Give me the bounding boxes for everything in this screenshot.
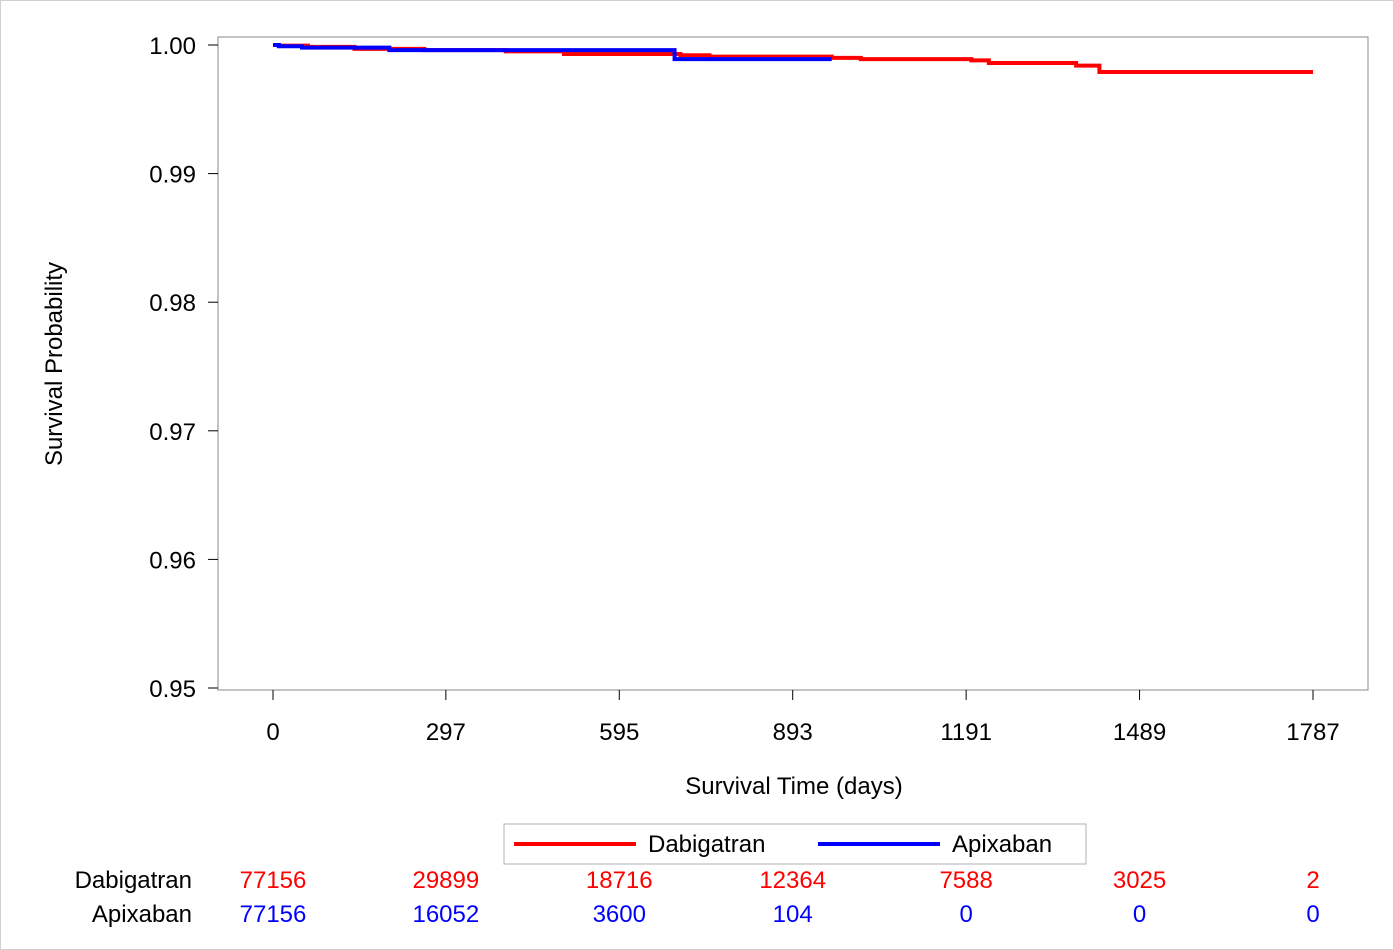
series-layer <box>273 43 1313 75</box>
x-tick-label: 297 <box>426 719 466 746</box>
risk-cell: 0 <box>1133 901 1146 928</box>
y-axis: 0.95 0.96 0.97 0.98 0.99 1.00 <box>149 33 218 703</box>
x-tick-label: 1191 <box>940 719 992 746</box>
risk-cell: 3600 <box>593 901 646 928</box>
risk-cell: 104 <box>773 901 813 928</box>
x-axis: 0 297 595 893 1191 1489 1787 <box>266 690 1340 746</box>
legend-label-apixaban: Apixaban <box>952 831 1052 858</box>
x-tick-label: 1787 <box>1286 719 1339 746</box>
risk-cell: 2 <box>1306 867 1319 894</box>
y-tick-label: 0.98 <box>149 290 196 317</box>
risk-cell: 77156 <box>240 901 307 928</box>
x-tick-label: 1489 <box>1113 719 1166 746</box>
risk-cell: 3025 <box>1113 867 1166 894</box>
y-tick-label: 0.99 <box>149 162 196 189</box>
risk-cell: 12364 <box>759 867 826 894</box>
legend: Dabigatran Apixaban <box>503 823 1087 865</box>
x-tick-label: 595 <box>599 719 639 746</box>
y-axis-label: Survival Probability <box>41 262 68 466</box>
risk-cell: 18716 <box>586 867 653 894</box>
risk-cell: 0 <box>959 901 972 928</box>
legend-label-dabigatran: Dabigatran <box>648 831 765 858</box>
risk-row-label: Dabigatran <box>75 867 192 894</box>
risk-cell: 29899 <box>412 867 479 894</box>
risk-row-label: Apixaban <box>92 901 192 928</box>
y-tick-label: 0.96 <box>149 547 196 574</box>
x-tick-label: 0 <box>266 719 279 746</box>
series-line-apixaban <box>273 43 832 62</box>
y-tick-label: 1.00 <box>149 33 196 60</box>
x-axis-label: Survival Time (days) <box>685 773 902 800</box>
risk-cell: 16052 <box>412 901 479 928</box>
risk-table: Dabigatran 77156 29899 18716 12364 7588 3025 2 A… <box>75 867 1320 928</box>
risk-cell: 0 <box>1306 901 1319 928</box>
y-tick-label: 0.95 <box>149 676 196 703</box>
risk-cell: 77156 <box>240 867 307 894</box>
y-tick-label: 0.97 <box>149 419 196 446</box>
risk-cell: 7588 <box>939 867 992 894</box>
x-tick-label: 893 <box>773 719 813 746</box>
plot-frame <box>217 36 1369 691</box>
